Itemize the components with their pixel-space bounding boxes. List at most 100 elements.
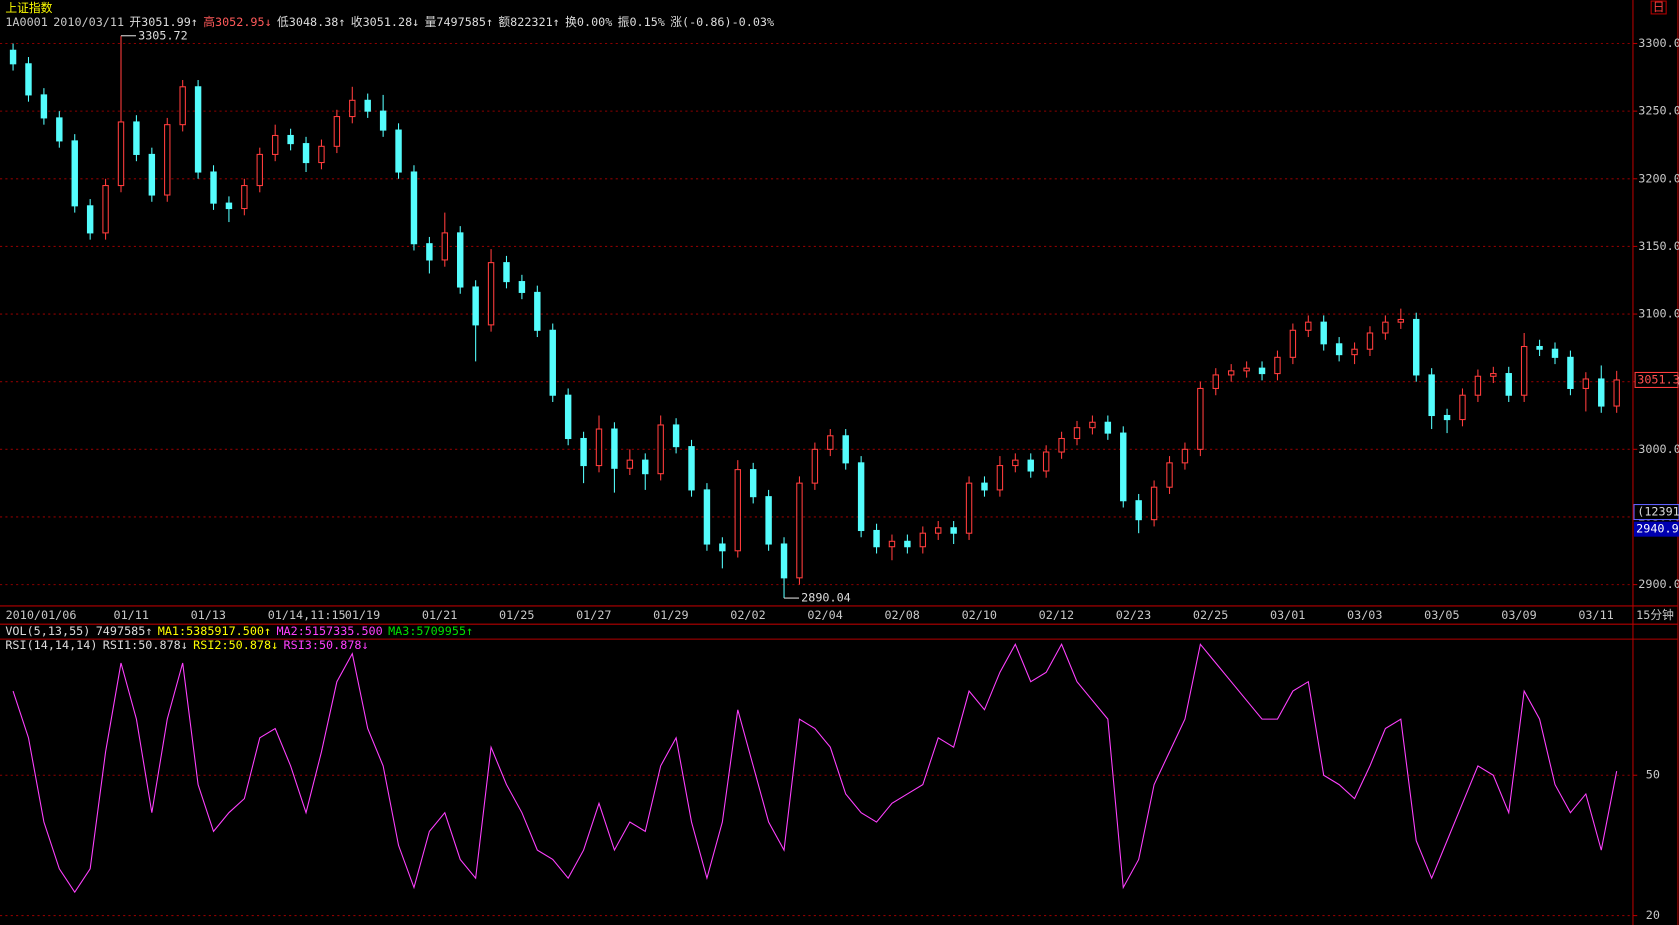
candle-body bbox=[302, 143, 310, 164]
candle-body bbox=[1366, 332, 1374, 350]
candle-body bbox=[1243, 367, 1250, 372]
candle-body bbox=[811, 448, 819, 484]
x-tick-label: 01/11 bbox=[114, 608, 149, 622]
candle-body bbox=[1613, 379, 1620, 407]
candle-body bbox=[842, 435, 849, 464]
x-tick-label: 01/13 bbox=[191, 608, 226, 622]
x-tick-label: 01/19 bbox=[345, 608, 380, 622]
candle-body bbox=[1551, 348, 1559, 358]
volume-legend: MA1:5385917.500↑ bbox=[158, 624, 271, 638]
candle-body bbox=[194, 86, 202, 173]
x-tick-label: 03/01 bbox=[1270, 608, 1305, 622]
y-tick-label: 3000.0 bbox=[1638, 442, 1679, 456]
candle-body bbox=[518, 281, 526, 293]
candle-body bbox=[410, 171, 418, 245]
x-tick-label: 2010/01/06 bbox=[6, 608, 77, 622]
volume-legend: 7497585↑ bbox=[96, 624, 153, 638]
x-tick-label: 02/04 bbox=[807, 608, 842, 622]
x-tick-label: 02/25 bbox=[1193, 608, 1228, 622]
period-button-box[interactable] bbox=[1650, 0, 1667, 15]
period-button[interactable]: 日 bbox=[1653, 0, 1665, 14]
candle-body bbox=[441, 232, 449, 261]
candle-body bbox=[395, 129, 402, 173]
x-tick-label: 03/03 bbox=[1347, 608, 1382, 622]
candle-body bbox=[1428, 374, 1435, 417]
candle-body bbox=[1227, 370, 1235, 376]
candle-body bbox=[1397, 318, 1405, 323]
indicator-legend: RSI(14,14,14) bbox=[5, 638, 97, 652]
candle-body bbox=[919, 532, 927, 548]
candle-body bbox=[1058, 437, 1065, 453]
candle-body bbox=[1042, 451, 1050, 472]
candle-body bbox=[364, 99, 371, 112]
candle-body bbox=[1027, 459, 1034, 472]
cursor-price-box bbox=[1634, 521, 1679, 537]
x-tick-label: 03/05 bbox=[1424, 608, 1459, 622]
candle-body bbox=[1443, 414, 1451, 421]
symbol-info: 2010/03/11 bbox=[53, 15, 124, 29]
candle-body bbox=[734, 469, 741, 552]
candle-body bbox=[1274, 356, 1281, 375]
x-tick-label: 01/27 bbox=[576, 608, 611, 622]
candle-body bbox=[487, 262, 495, 326]
candle-body bbox=[796, 482, 803, 579]
y-tick-label: 3300.0 bbox=[1638, 36, 1679, 50]
candle-body bbox=[102, 185, 109, 234]
x-tick-label: 02/12 bbox=[1039, 608, 1074, 622]
symbol-info: 额822321↑ bbox=[498, 15, 559, 29]
candle-body bbox=[1166, 462, 1173, 488]
candle-body bbox=[210, 171, 217, 204]
y-tick-label: 2900.0 bbox=[1638, 577, 1679, 591]
candle-body bbox=[1536, 345, 1543, 350]
candle-body bbox=[1459, 394, 1466, 421]
candle-body bbox=[719, 543, 726, 552]
candle-body bbox=[1567, 356, 1574, 389]
y-tick-label: 3200.0 bbox=[1638, 171, 1679, 185]
candle-body bbox=[503, 262, 510, 283]
candle-body bbox=[672, 424, 680, 448]
candle-body bbox=[256, 153, 263, 187]
candle-body bbox=[1289, 329, 1297, 358]
x-tick-label: 01/14,11:15 bbox=[268, 608, 346, 622]
candle-body bbox=[1135, 500, 1142, 521]
candle-body bbox=[564, 394, 572, 440]
candle-body bbox=[1104, 421, 1112, 434]
annotation: 2890.04 bbox=[801, 591, 851, 605]
candle-body bbox=[133, 121, 140, 155]
indicator-legend: RSI2:50.878↓ bbox=[193, 638, 278, 652]
last-price-box bbox=[1634, 371, 1679, 388]
x-tick-label: 01/21 bbox=[422, 608, 457, 622]
candle-body bbox=[765, 496, 772, 545]
candle-body bbox=[379, 110, 387, 131]
candle-body bbox=[888, 540, 896, 548]
candle-body bbox=[965, 482, 973, 534]
candle-body bbox=[349, 99, 356, 118]
symbol-info: 涨(-0.86)-0.03% bbox=[670, 15, 774, 29]
x-tick-label: 01/25 bbox=[499, 608, 534, 622]
candle-body bbox=[1474, 375, 1482, 396]
candle-body bbox=[40, 94, 48, 119]
candle-body bbox=[534, 291, 541, 331]
candle-body bbox=[780, 543, 788, 579]
candle-body bbox=[1073, 427, 1081, 440]
x-tick-label: 03/11 bbox=[1578, 608, 1613, 622]
x-tick-label: 02/08 bbox=[884, 608, 919, 622]
symbol-info: 换0.00% bbox=[565, 15, 612, 29]
y-tick-label: 3250.0 bbox=[1638, 104, 1679, 118]
volume-legend: MA2:5157335.500 bbox=[276, 624, 382, 638]
candle-body bbox=[950, 527, 957, 534]
candle-body bbox=[271, 134, 279, 155]
chart-title: 上证指数 bbox=[5, 1, 52, 15]
y-tick-label: 20 bbox=[1646, 908, 1660, 922]
annotation: 3305.72 bbox=[138, 28, 188, 42]
candle-body bbox=[1089, 421, 1096, 429]
candle-body bbox=[580, 437, 587, 467]
candle-body bbox=[1181, 448, 1189, 464]
cursor-price-label: 2940.98 bbox=[1636, 522, 1679, 536]
candle-body bbox=[611, 428, 618, 469]
candle-body bbox=[25, 63, 32, 96]
candle-body bbox=[241, 185, 248, 210]
candle-body bbox=[1258, 367, 1266, 375]
candle-body bbox=[703, 489, 711, 545]
volume-legend: VOL(5,13,55) bbox=[5, 624, 90, 638]
